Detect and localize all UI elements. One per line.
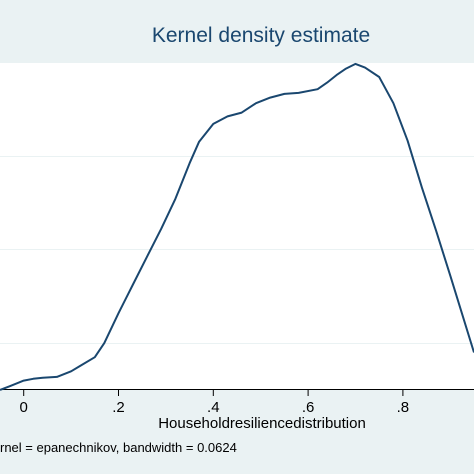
density-curve bbox=[0, 62, 474, 391]
x-ticks: 0 .2 .4 .6 .8 bbox=[20, 390, 410, 416]
x-tick-label: .6 bbox=[302, 399, 315, 416]
x-axis-title: Householdresiliencedistribution bbox=[158, 415, 366, 432]
x-tick-label: .8 bbox=[397, 399, 410, 416]
x-tick-label: .4 bbox=[207, 399, 220, 416]
kernel-note: rnel = epanechnikov, bandwidth = 0.0624 bbox=[0, 440, 237, 455]
x-tick-label: 0 bbox=[20, 399, 28, 416]
chart-title: Kernel density estimate bbox=[152, 24, 370, 47]
x-tick-label: .2 bbox=[112, 399, 125, 416]
plot-background bbox=[0, 62, 474, 390]
grid-lines bbox=[0, 62, 474, 344]
